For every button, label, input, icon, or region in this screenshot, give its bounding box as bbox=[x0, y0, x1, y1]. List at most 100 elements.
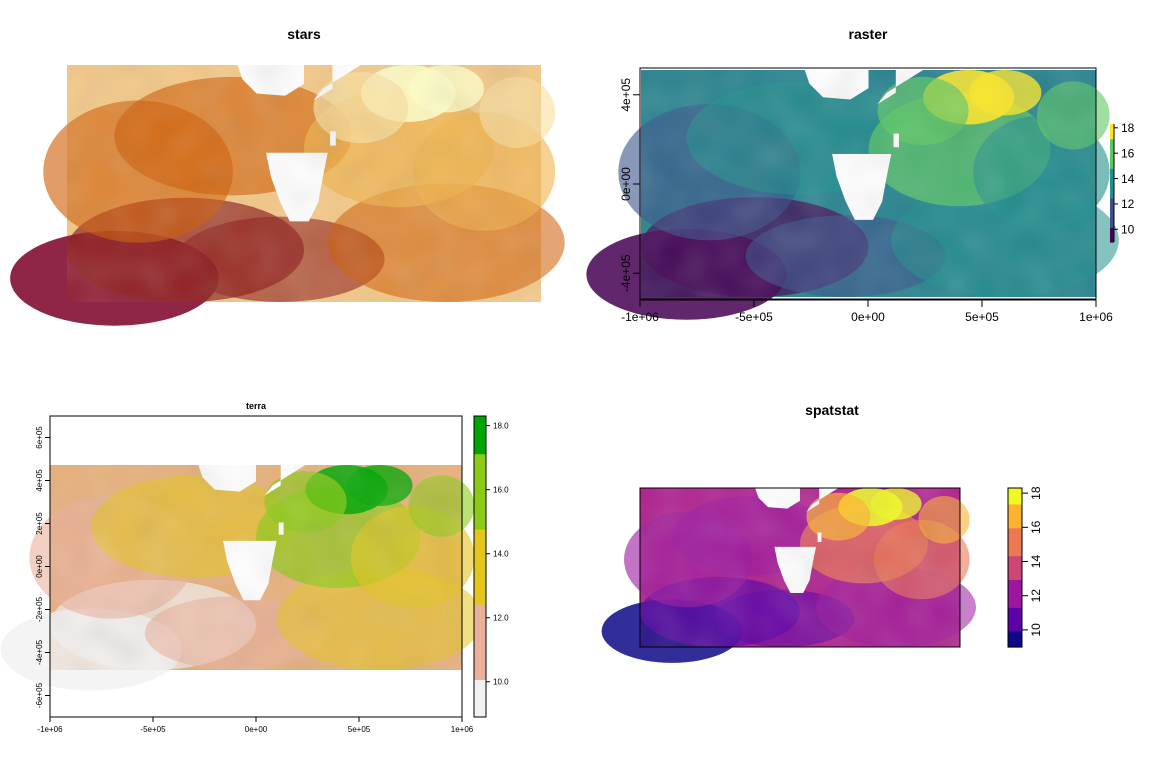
legend-swatch bbox=[1110, 227, 1114, 231]
legend-swatch bbox=[1110, 206, 1114, 211]
legend-swatch bbox=[474, 626, 486, 635]
legend-swatch bbox=[1110, 165, 1114, 169]
legend-swatch bbox=[474, 566, 486, 575]
legend-swatch bbox=[1008, 643, 1022, 648]
legend-swatch bbox=[1008, 579, 1022, 584]
legend-swatch bbox=[1110, 132, 1114, 137]
legend-swatch bbox=[1008, 499, 1022, 505]
legend-tick-label: 12 bbox=[1121, 197, 1135, 211]
legend-swatch bbox=[1008, 599, 1022, 604]
legend-swatch bbox=[1110, 197, 1114, 202]
legend-swatch bbox=[1110, 129, 1114, 134]
raster-x-axis: -1e+06 -5e+05 0e+00 5e+05 1e+06 bbox=[621, 299, 1113, 324]
legend-tick-label: 14.0 bbox=[493, 549, 509, 558]
legend-swatch bbox=[1008, 631, 1022, 636]
legend-swatch bbox=[474, 551, 486, 560]
x-tick-label: 5e+05 bbox=[965, 310, 999, 324]
legend-swatch bbox=[1110, 124, 1114, 128]
y-tick-label: -2e+05 bbox=[35, 596, 44, 622]
legend-swatch bbox=[474, 431, 486, 440]
y-tick-label: 2e+05 bbox=[35, 512, 44, 535]
legend-swatch bbox=[474, 671, 486, 680]
y-tick-label: 0e+00 bbox=[35, 555, 44, 578]
legend-swatch bbox=[474, 453, 486, 462]
terra-title: terra bbox=[246, 401, 267, 411]
legend-swatch bbox=[1008, 491, 1022, 497]
raster-legend: 10 12 14 16 18 bbox=[1110, 121, 1135, 243]
legend-swatch bbox=[474, 423, 486, 432]
spatstat-panel: spatstat 10 12 14 16 18 bbox=[601, 402, 1043, 663]
legend-swatch bbox=[1110, 185, 1114, 190]
legend-tick-label: 16.0 bbox=[493, 485, 509, 494]
raster-texture bbox=[50, 465, 462, 670]
x-tick-label: 0e+00 bbox=[245, 725, 268, 734]
legend-swatch bbox=[1008, 571, 1022, 577]
legend-swatch bbox=[1008, 615, 1022, 620]
legend-swatch bbox=[474, 574, 486, 583]
terra-raster bbox=[0, 465, 483, 691]
y-tick-label: 6e+05 bbox=[35, 426, 44, 449]
legend-swatch bbox=[474, 521, 486, 530]
raster-texture bbox=[67, 65, 541, 302]
stars-raster bbox=[10, 65, 565, 326]
legend-swatch bbox=[1008, 531, 1022, 537]
legend-swatch bbox=[1008, 547, 1022, 553]
legend-swatch bbox=[474, 641, 486, 650]
legend-swatch bbox=[1110, 162, 1114, 166]
legend-swatch bbox=[1110, 126, 1114, 131]
legend-swatch bbox=[474, 581, 486, 590]
legend-swatch bbox=[474, 679, 486, 688]
legend-swatch bbox=[1110, 218, 1114, 222]
y-tick-label: -6e+05 bbox=[35, 682, 44, 708]
legend-swatch bbox=[474, 596, 486, 605]
legend-swatch bbox=[1110, 147, 1114, 152]
legend-swatch bbox=[474, 491, 486, 500]
x-tick-label: -1e+06 bbox=[37, 725, 63, 734]
legend-swatch bbox=[1110, 150, 1114, 155]
terra-panel: terra -1e+06 -5e+05 0e+00 5e+05 1e+06 -6e+05… bbox=[0, 401, 509, 734]
legend-swatch bbox=[1110, 180, 1114, 184]
spatstat-window-frame bbox=[639, 487, 961, 648]
legend-swatch bbox=[1110, 221, 1114, 225]
legend-swatch bbox=[1110, 141, 1114, 146]
legend-swatch bbox=[1110, 203, 1114, 208]
legend-swatch bbox=[474, 416, 486, 425]
legend-swatch bbox=[474, 558, 486, 568]
legend-swatch bbox=[1008, 591, 1022, 596]
legend-swatch bbox=[1008, 488, 1022, 493]
legend-swatch bbox=[1008, 627, 1022, 632]
legend-swatch bbox=[474, 513, 486, 522]
legend-swatch bbox=[1110, 188, 1114, 193]
legend-swatch bbox=[1008, 539, 1022, 545]
legend-swatch bbox=[1110, 168, 1114, 172]
legend-swatch bbox=[1008, 511, 1022, 517]
legend-swatch bbox=[1008, 523, 1022, 529]
legend-swatch bbox=[1110, 233, 1114, 237]
legend-swatch bbox=[1110, 200, 1114, 205]
legend-swatch bbox=[1110, 239, 1114, 243]
legend-swatch bbox=[1008, 555, 1022, 561]
terra-legend: 10.0 12.0 14.0 16.0 18.0 bbox=[473, 415, 509, 718]
legend-swatch bbox=[474, 498, 486, 507]
legend-tick-label: 18 bbox=[1029, 486, 1043, 500]
x-tick-label: 5e+05 bbox=[348, 725, 371, 734]
legend-tick-label: 18.0 bbox=[493, 421, 509, 430]
legend-tick-label: 14 bbox=[1121, 172, 1135, 186]
x-tick-label: -5e+05 bbox=[140, 725, 166, 734]
legend-swatch bbox=[1008, 515, 1022, 521]
legend-swatch bbox=[474, 461, 486, 470]
legend-swatch bbox=[1008, 507, 1022, 513]
legend-swatch bbox=[1008, 519, 1022, 525]
raster-texture bbox=[640, 488, 960, 647]
legend-swatch bbox=[1110, 171, 1114, 175]
raster-y-axis: -4e+05 0e+00 4e+05 bbox=[619, 68, 641, 300]
legend-swatch bbox=[474, 528, 486, 537]
legend-swatch bbox=[1110, 224, 1114, 228]
legend-swatch bbox=[1008, 495, 1022, 501]
legend-swatch bbox=[474, 446, 486, 455]
legend-swatch bbox=[1110, 215, 1114, 219]
legend-swatch bbox=[1008, 603, 1022, 608]
legend-tick-label: 16 bbox=[1121, 146, 1135, 160]
legend-tick-label: 12 bbox=[1029, 589, 1043, 603]
legend-tick-label: 10 bbox=[1029, 623, 1043, 637]
